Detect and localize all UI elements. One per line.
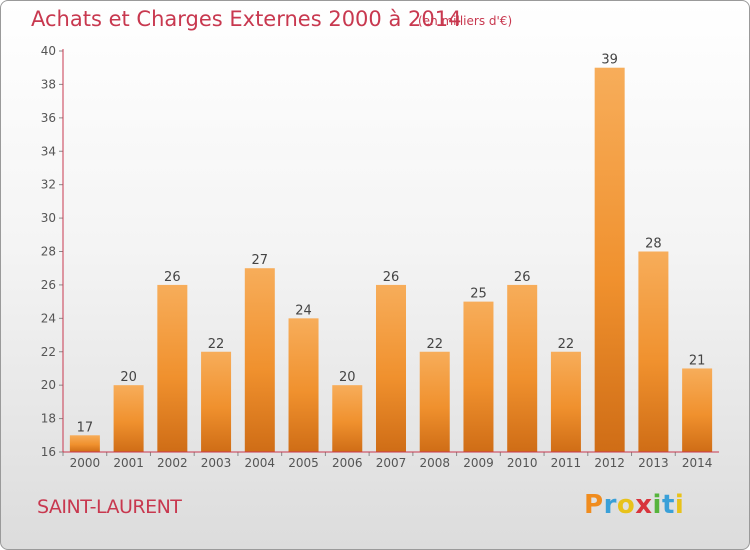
bar [550,351,581,452]
x-tick-label: 2005 [288,456,319,470]
x-tick-label: 2006 [332,456,363,470]
data-label: 24 [295,303,312,318]
data-label: 26 [514,270,531,285]
bar [419,351,450,452]
y-tick-label: 30 [41,211,56,225]
data-label: 17 [77,420,94,435]
y-tick-label: 20 [41,378,56,392]
x-tick-label: 2001 [113,456,144,470]
bar [113,385,144,452]
data-label: 22 [208,337,225,352]
logo-letter: i [674,490,685,520]
chart-title: Achats et Charges Externes 2000 à 2014 [31,7,462,31]
x-tick-label: 2014 [682,456,713,470]
x-tick-label: 2012 [594,456,625,470]
bar [244,268,275,452]
data-label: 26 [164,270,181,285]
data-label: 27 [252,253,269,268]
bar [201,351,232,452]
y-tick-label: 18 [41,412,56,426]
bar [69,435,100,452]
logo-letter: P [584,490,604,520]
data-label: 20 [120,370,137,385]
y-tick-label: 22 [41,345,56,359]
bar [288,318,319,452]
logo-letter: x [635,490,653,520]
logo-letter: i [652,490,662,520]
x-tick-label: 2007 [376,456,407,470]
data-label: 28 [645,237,662,252]
x-tick-label: 2010 [507,456,538,470]
data-label: 26 [383,270,400,285]
y-tick-label: 28 [41,245,56,259]
x-tick-label: 2002 [157,456,188,470]
proxiti-logo[interactable]: Proxiti [584,490,684,520]
y-tick-label: 34 [41,144,56,158]
data-label: 25 [470,287,487,302]
y-tick-label: 26 [41,278,56,292]
bar [638,251,669,452]
logo-letter: t [661,490,675,520]
y-tick-label: 16 [41,445,56,459]
x-tick-label: 2009 [463,456,494,470]
bar [463,301,494,452]
x-tick-label: 2008 [419,456,450,470]
bar [507,284,538,452]
x-tick-label: 2000 [70,456,101,470]
bar-chart: 16 18 20 22 24 26 28 30 32 34 36 38 40 17 2000 20 2001 26… [41,44,719,470]
y-tick-label: 24 [41,311,56,325]
x-tick-label: 2004 [245,456,276,470]
y-tick-label: 40 [41,44,56,58]
commune-name: SAINT-LAURENT [37,496,182,518]
y-tick-label: 32 [41,178,56,192]
data-label: 20 [339,370,356,385]
data-label: 21 [689,353,706,368]
x-tick-label: 2011 [551,456,582,470]
bar [376,284,406,452]
x-tick-label: 2013 [638,456,669,470]
data-label: 39 [601,53,618,68]
chart-unit: (en milliers d'€) [418,14,513,28]
x-tick-label: 2003 [201,456,232,470]
data-label: 22 [558,337,575,352]
logo-letter: o [616,490,636,520]
bar [332,385,363,452]
bar [682,368,713,452]
logo-letter: r [603,490,617,520]
bar [594,67,625,452]
data-label: 22 [426,337,443,352]
bar [157,284,188,452]
y-tick-label: 36 [41,111,56,125]
y-tick-label: 38 [41,77,56,91]
